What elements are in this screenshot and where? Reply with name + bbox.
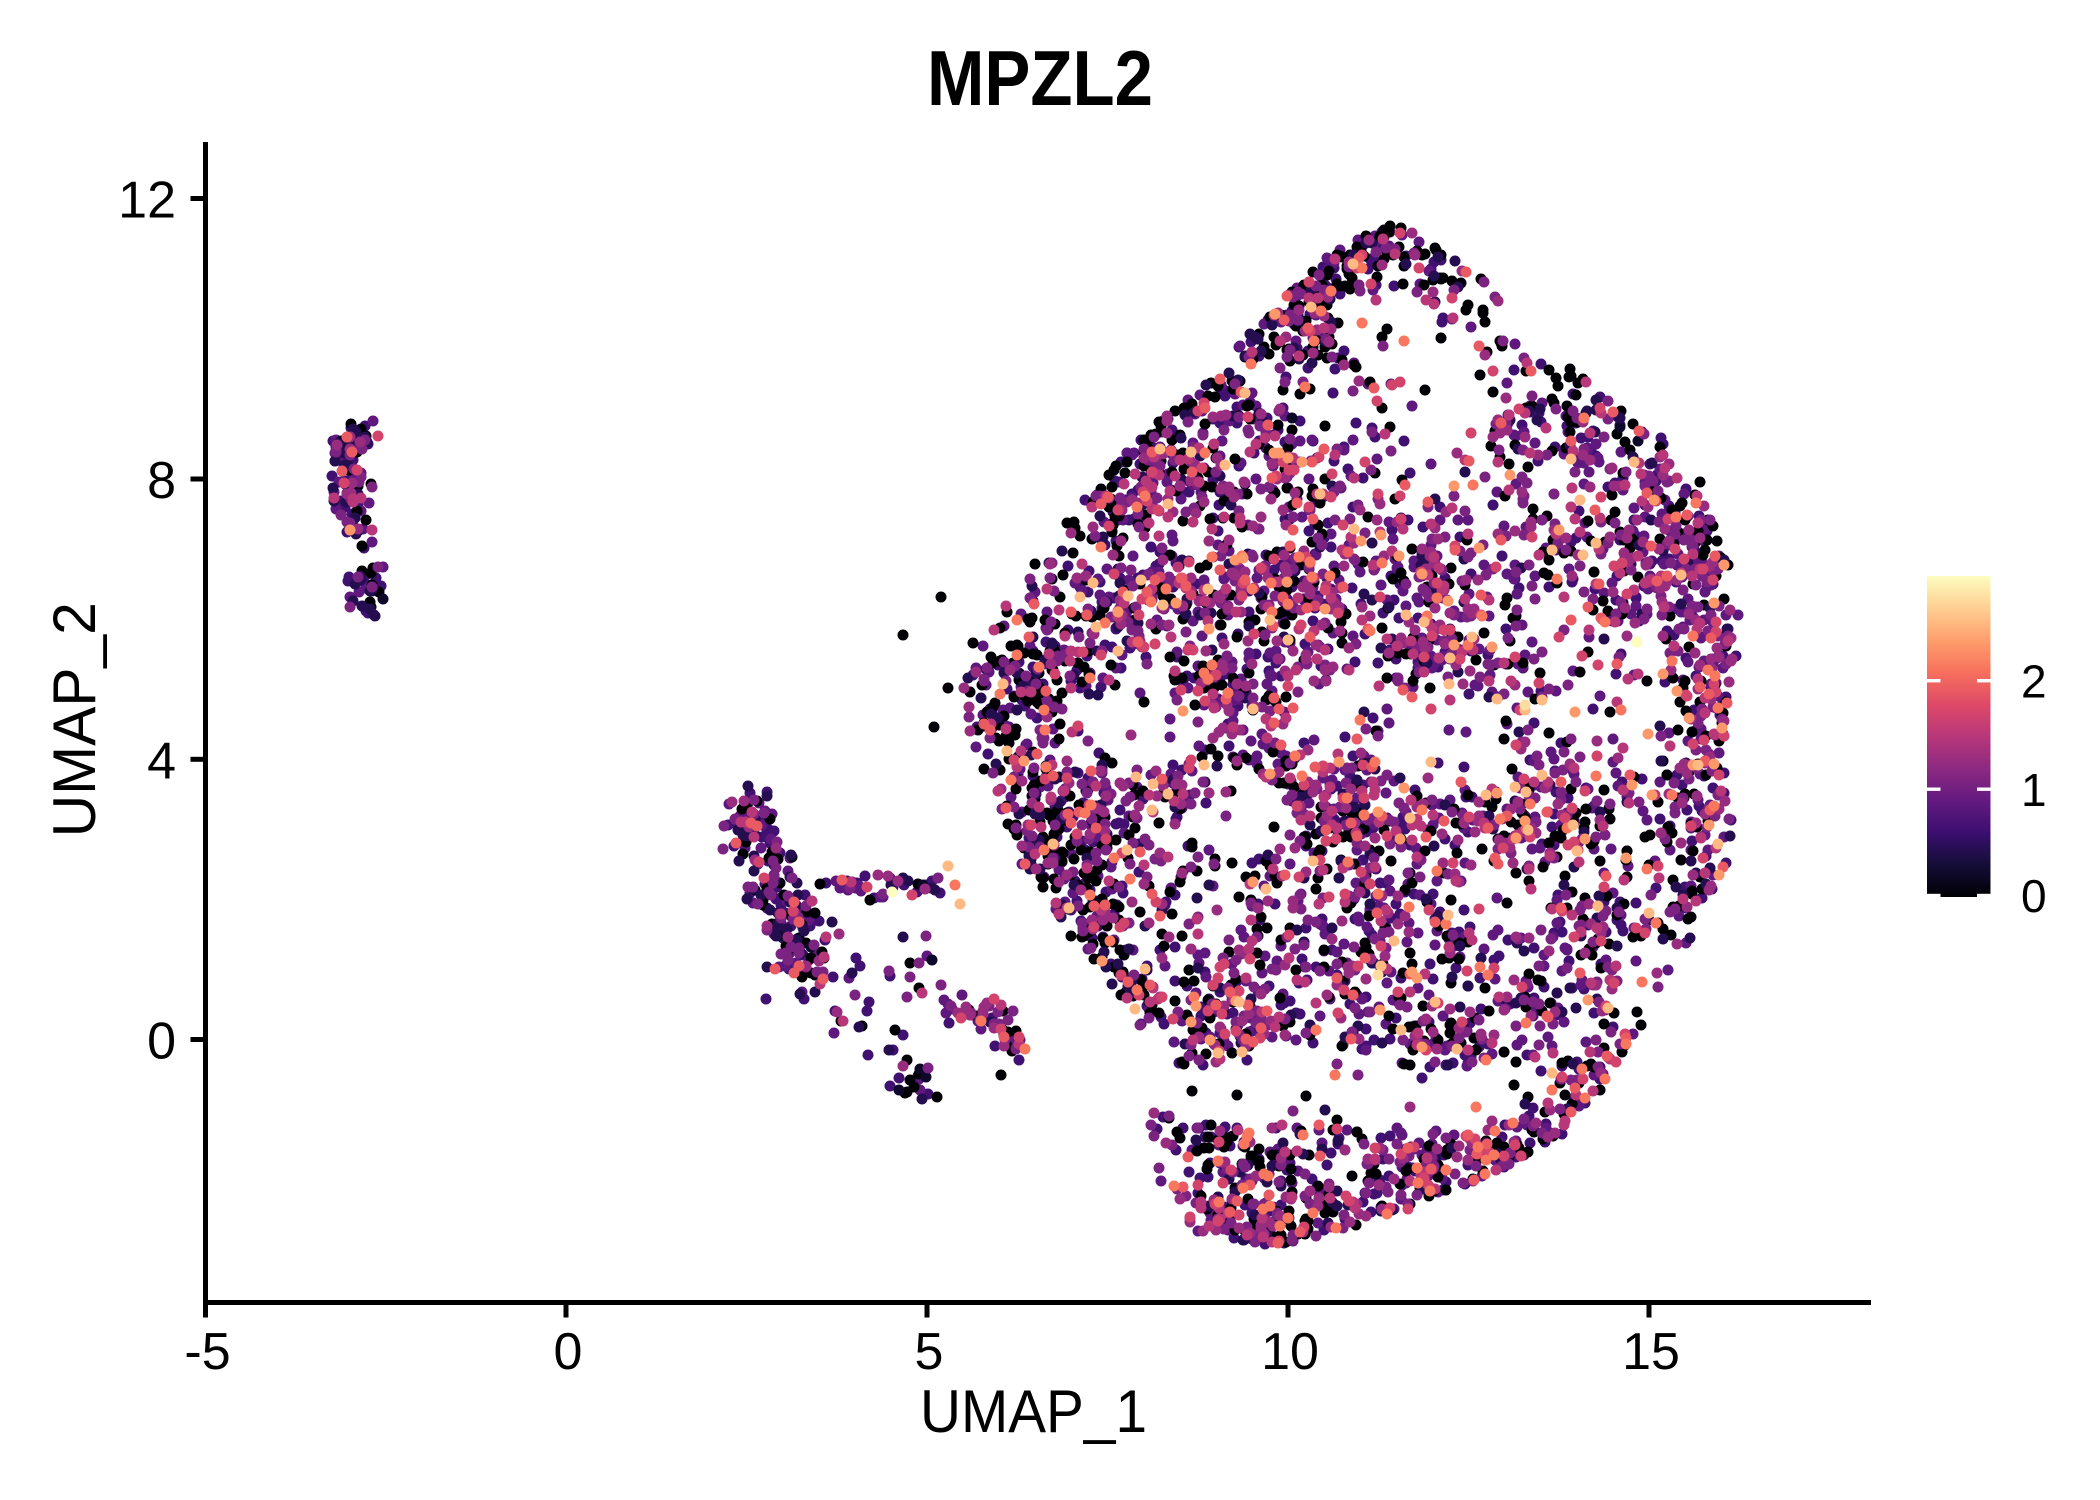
svg-text:0: 0 <box>147 1013 176 1071</box>
svg-text:1: 1 <box>2021 764 2047 816</box>
svg-text:8: 8 <box>147 452 176 510</box>
svg-text:UMAP_1: UMAP_1 <box>920 1378 1147 1445</box>
svg-text:15: 15 <box>1622 1323 1680 1381</box>
svg-text:UMAP_2: UMAP_2 <box>41 602 108 837</box>
svg-text:0: 0 <box>554 1323 583 1381</box>
svg-text:12: 12 <box>118 172 176 230</box>
svg-text:MPZL2: MPZL2 <box>927 34 1153 122</box>
svg-text:0: 0 <box>2021 870 2047 922</box>
svg-text:10: 10 <box>1261 1323 1319 1381</box>
svg-text:2: 2 <box>2021 656 2047 708</box>
svg-text:5: 5 <box>915 1323 944 1381</box>
svg-text:4: 4 <box>147 732 176 790</box>
svg-text:-5: -5 <box>184 1323 230 1381</box>
